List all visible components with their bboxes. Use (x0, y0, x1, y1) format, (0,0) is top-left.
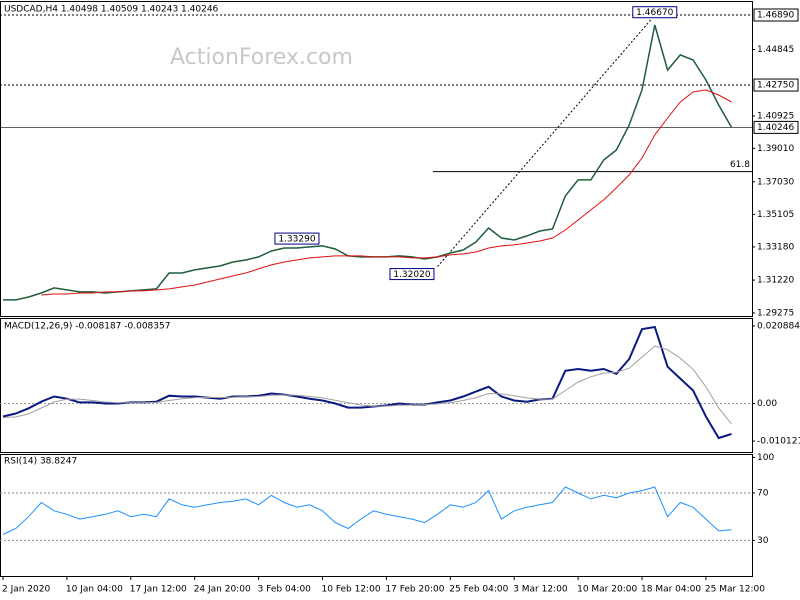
y-tick-label: 1.39010 (757, 144, 794, 154)
series-line (2, 345, 732, 425)
x-tick-label: 2 Jan 2020 (2, 585, 50, 595)
x-tick-label: 25 Mar 12:00 (705, 585, 765, 595)
y-tick-label: 1.29275 (757, 309, 794, 319)
level-box (753, 8, 799, 22)
level-label: 1.40246 (757, 123, 794, 133)
y-tick-label: 1.35105 (757, 210, 794, 220)
annotation-box (632, 6, 678, 19)
x-tick-label: 25 Feb 04:00 (449, 585, 508, 595)
y-tick-label: 1.31220 (757, 276, 794, 286)
x-tick-label: 17 Jan 12:00 (130, 585, 187, 595)
level-box (753, 78, 799, 92)
x-tick-label: 10 Feb 12:00 (322, 585, 381, 595)
y-tick-label: -0.010121 (757, 437, 800, 447)
series-line (41, 89, 732, 296)
y-tick-label: 1.33180 (757, 242, 794, 252)
y-tick-label: 1.40925 (757, 111, 794, 121)
watermark: ActionForex.com (170, 45, 353, 70)
x-tick-label: 17 Feb 20:00 (385, 585, 444, 595)
y-tick-label: 0.00 (757, 399, 777, 409)
annotation-label: 1.33290 (278, 235, 315, 245)
annotation-box (274, 232, 320, 245)
macd-panel (0, 318, 753, 453)
rsi-panel (0, 454, 753, 577)
y-tick-label: 30 (757, 536, 769, 546)
x-tick-label: 10 Jan 04:00 (66, 585, 123, 595)
annotation-label: 1.46670 (636, 8, 673, 18)
x-tick-label: 3 Mar 12:00 (513, 585, 568, 595)
price-panel (0, 1, 753, 317)
level-label: 1.42750 (757, 81, 794, 91)
y-tick-label: 1.44845 (757, 45, 794, 55)
x-tick-label: 3 Feb 04:00 (258, 585, 312, 595)
x-tick-label: 24 Jan 20:00 (194, 585, 251, 595)
y-tick-label: 70 (757, 488, 769, 498)
y-tick-label: 100 (757, 453, 774, 463)
fib-label: 61.8 (730, 160, 750, 170)
x-tick-label: 18 Mar 04:00 (641, 585, 701, 595)
series-line (2, 486, 732, 535)
rsi-title: RSI(14) 38.8247 (4, 457, 77, 467)
trend-line (437, 18, 653, 267)
annotation-label: 1.32020 (393, 270, 430, 280)
y-tick-label: 1.37030 (757, 177, 794, 187)
macd-title: MACD(12,26,9) -0.008187 -0.008357 (4, 322, 170, 332)
level-box (753, 120, 799, 134)
chart-title: USDCAD,H4 1.40498 1.40509 1.40243 1.4024… (4, 5, 219, 15)
annotation-box (389, 268, 435, 281)
x-tick-label: 10 Mar 20:00 (577, 585, 637, 595)
level-label: 1.46890 (757, 10, 794, 20)
y-tick-label: 0.020884 (757, 321, 800, 331)
